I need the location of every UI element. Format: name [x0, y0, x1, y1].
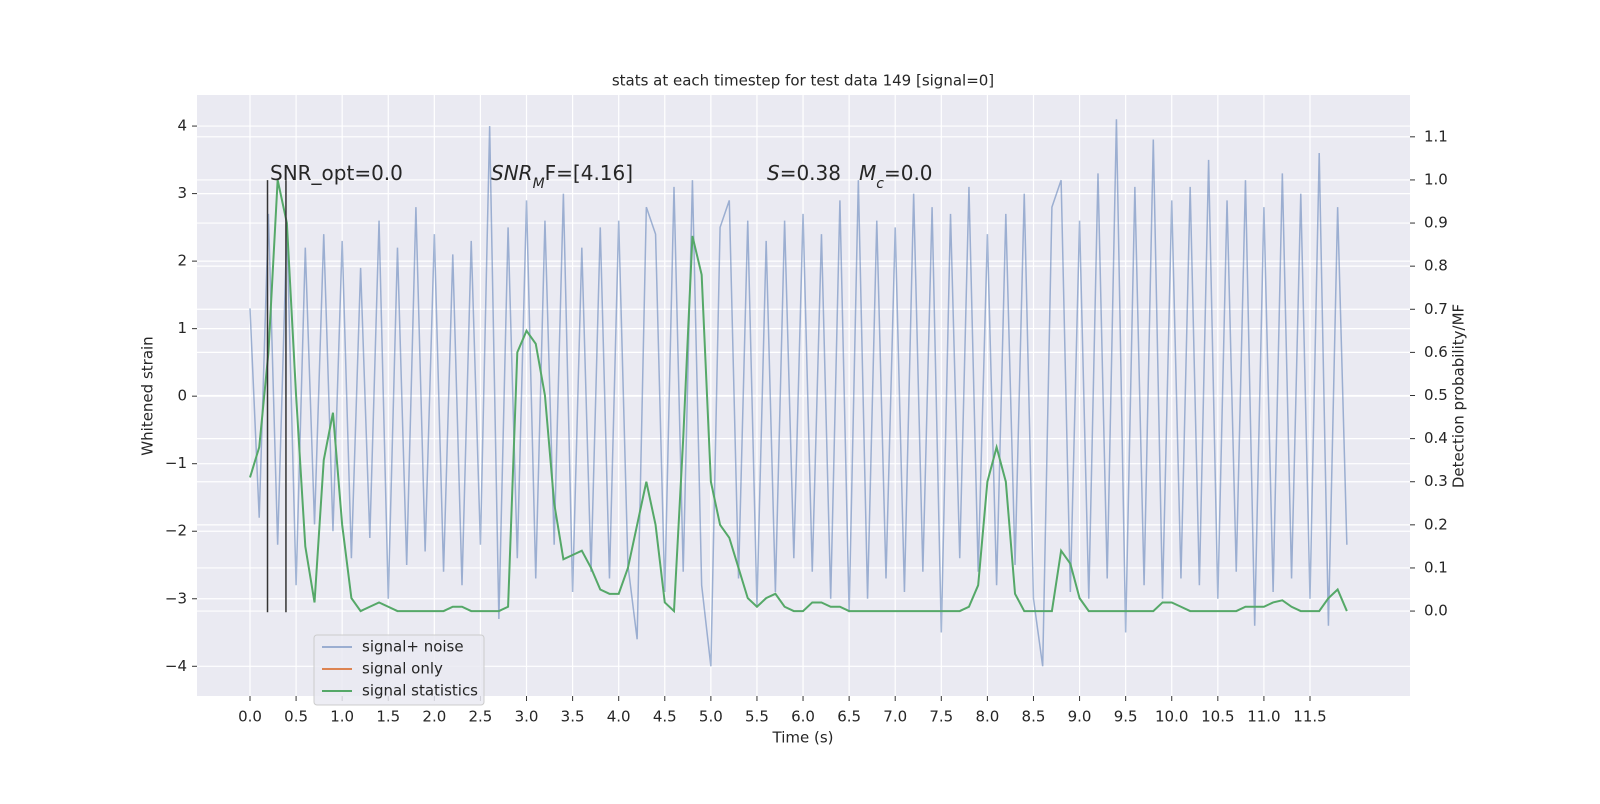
- annotation: S=0.38: [767, 161, 841, 185]
- annotation-part: SNR: [491, 161, 533, 185]
- x-tick-label: 7.5: [929, 708, 953, 726]
- x-tick-label: 11.0: [1247, 708, 1280, 726]
- annotation: SNR_opt=0.0: [270, 161, 403, 185]
- x-tick-label: 10.0: [1155, 708, 1188, 726]
- y-tick-label: −1: [165, 454, 187, 472]
- y-tick-label: −3: [165, 589, 187, 607]
- x-tick-label: 4.0: [607, 708, 631, 726]
- x-tick-label: 5.5: [745, 708, 769, 726]
- annotation: SNRMF=[4.16]: [491, 161, 633, 192]
- annotation: Mc=0.0: [859, 161, 933, 192]
- y-tick-label: 3: [177, 184, 187, 202]
- legend-label: signal statistics: [362, 682, 478, 700]
- series-line: [249, 179, 1348, 614]
- y2-tick-label: 1.0: [1424, 170, 1448, 188]
- y-tick-label: 4: [177, 117, 187, 135]
- x-tick-label: 1.5: [376, 708, 400, 726]
- y-tick-label: 0: [177, 387, 187, 405]
- annotation-part: c: [876, 176, 884, 192]
- x-tick-label: 2.5: [469, 708, 493, 726]
- x-tick-label: 2.0: [422, 708, 446, 726]
- legend-box: [313, 634, 485, 706]
- x-tick-label: 1.0: [330, 708, 354, 726]
- x-tick-label: 9.5: [1114, 708, 1138, 726]
- x-tick-label: 0.5: [284, 708, 308, 726]
- y2-tick-label: 1.1: [1424, 127, 1448, 145]
- annotation-part: M: [859, 161, 876, 185]
- x-tick-label: 8.0: [975, 708, 999, 726]
- y-tick-label: 2: [177, 252, 187, 270]
- annotation-part: =0.38: [780, 161, 841, 185]
- y2-tick-label: 0.0: [1424, 602, 1448, 620]
- annotation-part: M: [533, 176, 545, 192]
- x-tick-label: 9.0: [1068, 708, 1092, 726]
- x-tick-label: 11.5: [1293, 708, 1326, 726]
- x-axis-label: Time (s): [772, 729, 834, 747]
- annotation-part: SNR_opt=0.0: [270, 161, 403, 185]
- x-tick-label: 6.0: [791, 708, 815, 726]
- y2-tick-label: 0.1: [1424, 558, 1448, 576]
- annotation-part: F=[4.16]: [545, 161, 633, 185]
- x-tick-label: 8.5: [1022, 708, 1046, 726]
- x-tick-label: 10.5: [1201, 708, 1234, 726]
- x-tick-label: 3.5: [561, 708, 585, 726]
- y2-axis-label: Detection probability/MF: [1450, 304, 1468, 488]
- y2-tick-label: 0.2: [1424, 515, 1448, 533]
- y-axis-label: Whitened strain: [139, 336, 157, 455]
- x-tick-label: 7.0: [883, 708, 907, 726]
- y2-tick-label: 0.9: [1424, 214, 1448, 232]
- y2-tick-label: 0.5: [1424, 386, 1448, 404]
- y2-tick-label: 0.7: [1424, 300, 1448, 318]
- y-tick-label: −4: [165, 657, 187, 675]
- chart-title: stats at each timestep for test data 149…: [612, 72, 994, 90]
- annotation-part: =0.0: [884, 161, 933, 185]
- series-line: [249, 119, 1348, 667]
- y2-tick-label: 0.8: [1424, 257, 1448, 275]
- y2-tick-label: 0.4: [1424, 429, 1448, 447]
- legend-label: signal only: [362, 660, 443, 678]
- legend-label: signal+ noise: [362, 638, 464, 656]
- y2-tick-label: 0.6: [1424, 343, 1448, 361]
- x-tick-label: 4.5: [653, 708, 677, 726]
- y-tick-label: 1: [177, 319, 187, 337]
- y-tick-label: −2: [165, 522, 187, 540]
- x-tick-label: 3.0: [515, 708, 539, 726]
- x-tick-label: 6.5: [837, 708, 861, 726]
- x-tick-label: 5.0: [699, 708, 723, 726]
- y2-tick-label: 0.3: [1424, 472, 1448, 490]
- annotation-part: S: [767, 161, 780, 185]
- x-tick-label: 0.0: [238, 708, 262, 726]
